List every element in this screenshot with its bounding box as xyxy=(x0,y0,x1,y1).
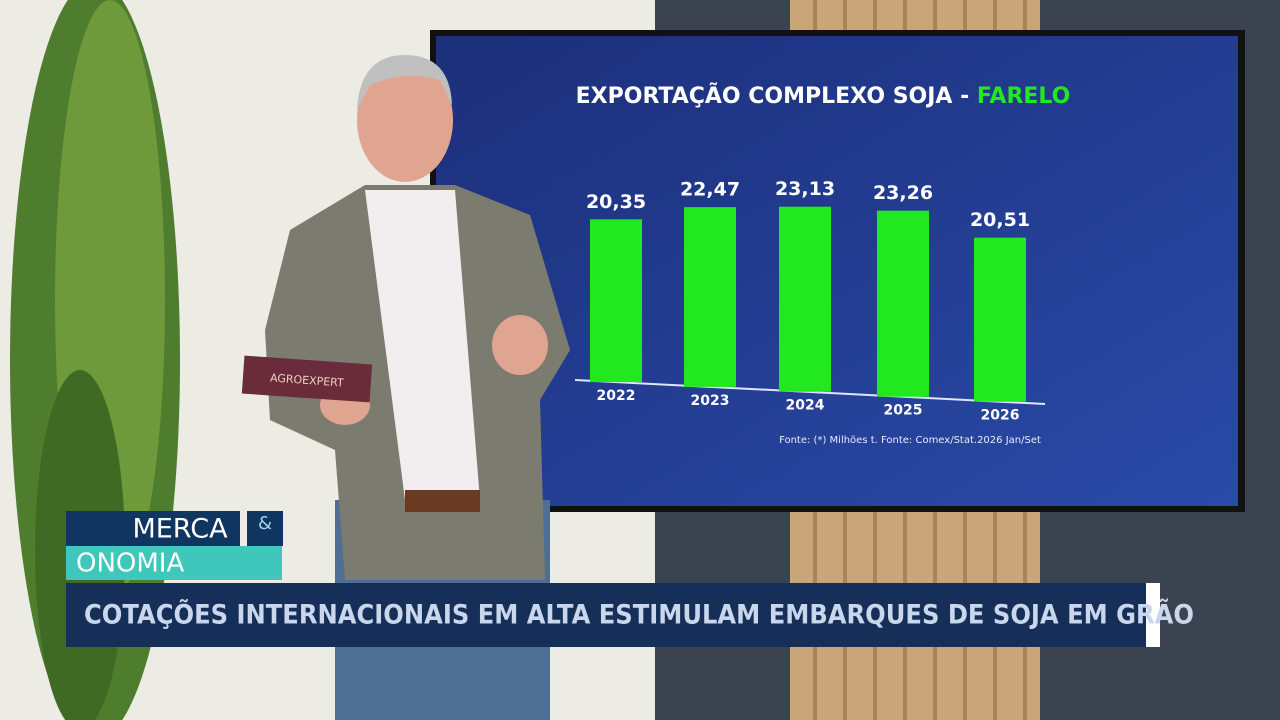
chart-title: EXPORTAÇÃO COMPLEXO SOJA - FARELO xyxy=(576,83,1071,109)
logo-bottom: ONOMIA xyxy=(76,549,184,579)
value-label: 22,47 xyxy=(680,179,740,201)
bar xyxy=(974,237,1026,402)
lower-third: MERCA & ONOMIA COTAÇÕES INTERNACIONAIS E… xyxy=(66,511,1194,647)
value-label: 20,51 xyxy=(970,209,1030,231)
title-main: EXPORTAÇÃO COMPLEXO SOJA - xyxy=(576,83,977,109)
headline-box xyxy=(66,583,1150,647)
value-label: 23,13 xyxy=(775,178,835,200)
logo-amp: & xyxy=(258,513,272,534)
bar xyxy=(590,219,642,383)
logo-amp-box xyxy=(247,511,283,546)
value-label: 20,35 xyxy=(586,191,646,213)
footnote: Fonte: (*) Milhões t. Fonte: Comex/Stat.… xyxy=(779,435,1041,446)
card: AGROEXPERT xyxy=(241,355,373,403)
logo-bottom-box xyxy=(66,546,282,580)
x-tick-label: 2022 xyxy=(597,388,636,404)
card-text: AGROEXPERT xyxy=(270,371,345,389)
headline-edge xyxy=(1146,583,1160,647)
bar xyxy=(779,206,831,392)
bar xyxy=(877,210,929,397)
headline: COTAÇÕES INTERNACIONAIS EM ALTA ESTIMULA… xyxy=(84,599,1194,631)
logo-top-box xyxy=(66,511,240,546)
baseline xyxy=(574,379,1046,405)
tv xyxy=(430,30,1245,512)
x-tick-label: 2023 xyxy=(691,393,730,409)
value-label: 23,26 xyxy=(873,182,933,204)
bars: 20,35 2022 22,47 2023 23,13 2024 23,26 2025 20,5… xyxy=(586,178,1030,423)
logo-top: MERCA xyxy=(132,514,228,545)
title-highlight: FARELO xyxy=(977,84,1070,109)
x-tick-label: 2026 xyxy=(981,408,1020,424)
bar xyxy=(684,207,736,387)
x-tick-label: 2024 xyxy=(786,398,825,414)
x-tick-label: 2025 xyxy=(884,403,923,419)
